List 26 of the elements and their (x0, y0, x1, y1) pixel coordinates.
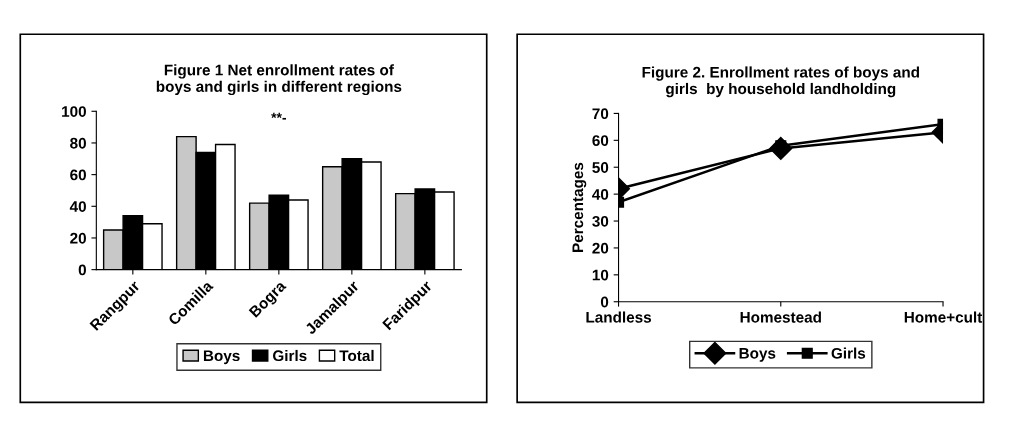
x-tick-label: Home+cult (904, 311, 983, 323)
y-tick-label: 70 (592, 108, 609, 120)
legend-label: Total (339, 349, 374, 362)
legend-label: Boys (203, 350, 240, 365)
y-tick-label: 20 (70, 232, 86, 244)
x-tick-label: Homestead (740, 311, 821, 323)
annotation: **- (271, 112, 287, 120)
y-axis-title: Percentages (572, 162, 587, 252)
y-tick-label: 0 (78, 264, 86, 276)
legend-label: Boys (739, 348, 776, 362)
legend-label: Girls (273, 349, 307, 362)
y-tick-label: 40 (69, 201, 86, 212)
y-tick-label: 60 (70, 169, 86, 181)
y-tick-label: 10 (592, 269, 609, 281)
chart-title: Figure 2. Enrollment rates of boys and girls by household landholding (642, 66, 920, 98)
chart-title: Figure 1 Net enrollment rates of boys and girls in different regions (156, 64, 402, 96)
y-tick-label: 100 (62, 106, 86, 117)
y-tick-label: 0 (600, 296, 609, 308)
y-tick-label: 40 (592, 189, 609, 200)
legend-label: Girls (831, 347, 866, 359)
x-tick-label: Landless (586, 311, 652, 323)
y-tick-label: 20 (592, 242, 609, 254)
y-tick-label: 80 (70, 137, 86, 149)
y-tick-label: 30 (592, 215, 609, 227)
y-tick-label: 60 (592, 135, 609, 147)
y-tick-label: 50 (592, 162, 609, 173)
